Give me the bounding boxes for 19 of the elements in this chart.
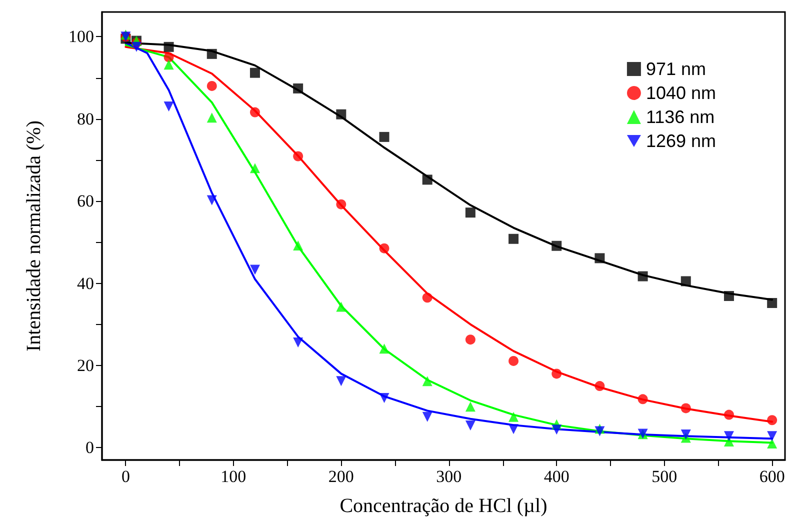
legend-label: 1136 nm (646, 107, 715, 127)
x-tick-label: 200 (328, 467, 354, 486)
x-tick-label: 600 (759, 467, 785, 486)
y-tick-label: 60 (77, 192, 94, 211)
x-tick-label: 400 (544, 467, 570, 486)
x-axis-title: Concentração de HCl (µl) (340, 495, 548, 517)
y-tick-label: 0 (86, 438, 94, 458)
legend-label: 1269 nm (646, 131, 716, 151)
y-tick-label: 100 (68, 27, 94, 46)
y-tick-label: 20 (77, 356, 94, 375)
legend-label: 971 nm (646, 59, 706, 79)
x-tick-label: 500 (652, 467, 678, 486)
legend-label: 1040 nm (646, 83, 716, 103)
y-tick-label: 80 (77, 109, 94, 128)
x-tick-label: 300 (436, 467, 462, 486)
x-tick-label: 0 (121, 467, 130, 486)
y-tick-label: 40 (77, 274, 94, 293)
x-tick-label: 100 (220, 467, 246, 486)
y-axis-title: Intensidade normalizada (%) (23, 120, 45, 352)
